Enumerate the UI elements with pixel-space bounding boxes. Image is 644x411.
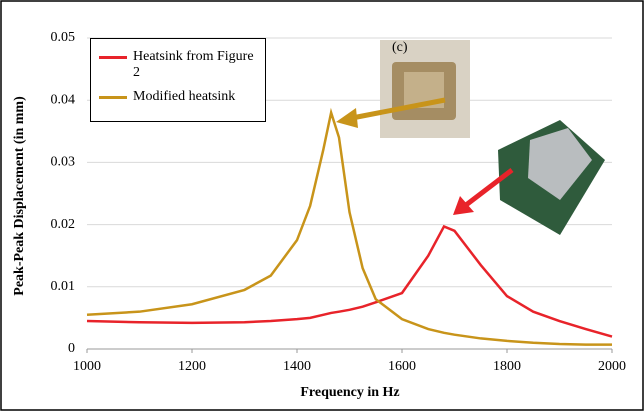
legend-label: Modified heatsink <box>133 89 236 104</box>
legend: Heatsink from Figure 2 Modified heatsink <box>90 38 266 122</box>
legend-swatch <box>99 96 127 99</box>
x-axis-label: Frequency in Hz <box>300 385 399 400</box>
legend-swatch <box>99 56 127 59</box>
legend-item: Modified heatsink <box>99 89 261 105</box>
photo-board <box>498 120 605 235</box>
x-tick-label: 1600 <box>388 359 416 374</box>
legend-label: Heatsink from Figure 2 <box>133 49 254 80</box>
series-line <box>86 224 613 338</box>
y-tick-label: 0.04 <box>51 92 76 107</box>
x-tick-label: 1800 <box>493 359 521 374</box>
y-tick-label: 0 <box>68 341 75 356</box>
y-tick-label: 0.01 <box>51 279 76 294</box>
photo-label: (c) <box>392 40 408 55</box>
arrow-gold <box>336 97 446 128</box>
y-tick-label: 0.05 <box>51 30 76 45</box>
x-tick-label: 2000 <box>598 359 626 374</box>
x-tick-label: 1400 <box>283 359 311 374</box>
legend-item: Heatsink from Figure 2 <box>99 49 261 81</box>
series-line <box>86 107 612 346</box>
arrow-red <box>453 168 514 215</box>
y-tick-label: 0.02 <box>51 217 76 232</box>
y-axis-label: Peak-Peak Displacement (in mm) <box>12 96 27 296</box>
x-tick-label: 1000 <box>73 359 101 374</box>
y-tick-label: 0.03 <box>51 155 76 170</box>
x-tick-label: 1200 <box>178 359 206 374</box>
